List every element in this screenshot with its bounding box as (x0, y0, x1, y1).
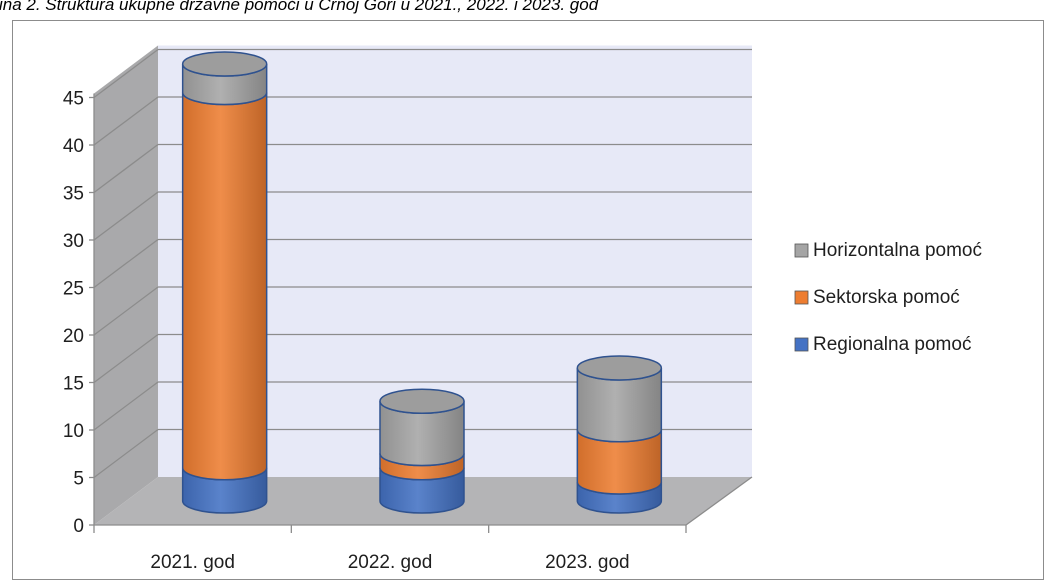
y-axis: 0 5 10 15 20 25 30 35 40 45 (63, 89, 95, 537)
legend-label: Horizontalna pomoć (813, 240, 982, 261)
gridline-side (93, 381, 159, 431)
x-axis-depth (685, 476, 753, 526)
gridline-side (93, 143, 159, 194)
caption-text: ina 2. Struktura ukupne državne pomoći u… (0, 0, 599, 14)
side-wall (94, 45, 158, 525)
legend-swatch (794, 337, 809, 352)
gridline-side (93, 286, 159, 336)
bars (181, 51, 663, 514)
y-tick-label: 10 (63, 421, 84, 442)
gridline-side (93, 333, 159, 384)
gridline-side (93, 238, 159, 289)
legend-label: Regionalna pomoć (813, 334, 971, 355)
y-tick-label: 40 (63, 136, 84, 157)
cylinder (379, 388, 465, 514)
cylinder (576, 355, 663, 514)
cylinder-top (379, 388, 465, 414)
x-axis: 2021. god 2022. god 2023. god (93, 476, 753, 573)
gridline-side (93, 48, 159, 99)
y-tick-label: 15 (63, 374, 84, 395)
cylinder-top (576, 355, 663, 381)
y-tick-label: 35 (63, 184, 84, 205)
legend-swatch (794, 290, 809, 305)
y-tick-label: 45 (63, 89, 84, 110)
x-tick-label: 2021. god (150, 552, 235, 573)
legend-swatch (794, 243, 809, 258)
x-tick-label: 2022. god (348, 552, 433, 573)
x-tick-label: 2023. god (545, 552, 630, 573)
figure-caption: ina 2. Struktura ukupne državne pomoći u… (0, 0, 1047, 18)
chart-frame (12, 20, 1044, 580)
y-tick-label: 25 (63, 279, 84, 300)
y-tick-label: 20 (63, 326, 84, 347)
y-tick-label: 30 (63, 231, 84, 252)
bar-segment (181, 92, 268, 481)
legend: Horizontalna pomoć Sektorska pomoć Regiona… (794, 240, 982, 355)
gridline-side (93, 96, 159, 146)
gridline-side (93, 428, 159, 479)
cylinder-top (181, 51, 268, 77)
legend-label: Sektorska pomoć (813, 287, 960, 308)
y-tick-label: 0 (73, 516, 84, 537)
cylinder (181, 51, 268, 514)
gridline-side (93, 191, 159, 241)
y-tick-label: 5 (73, 469, 84, 490)
